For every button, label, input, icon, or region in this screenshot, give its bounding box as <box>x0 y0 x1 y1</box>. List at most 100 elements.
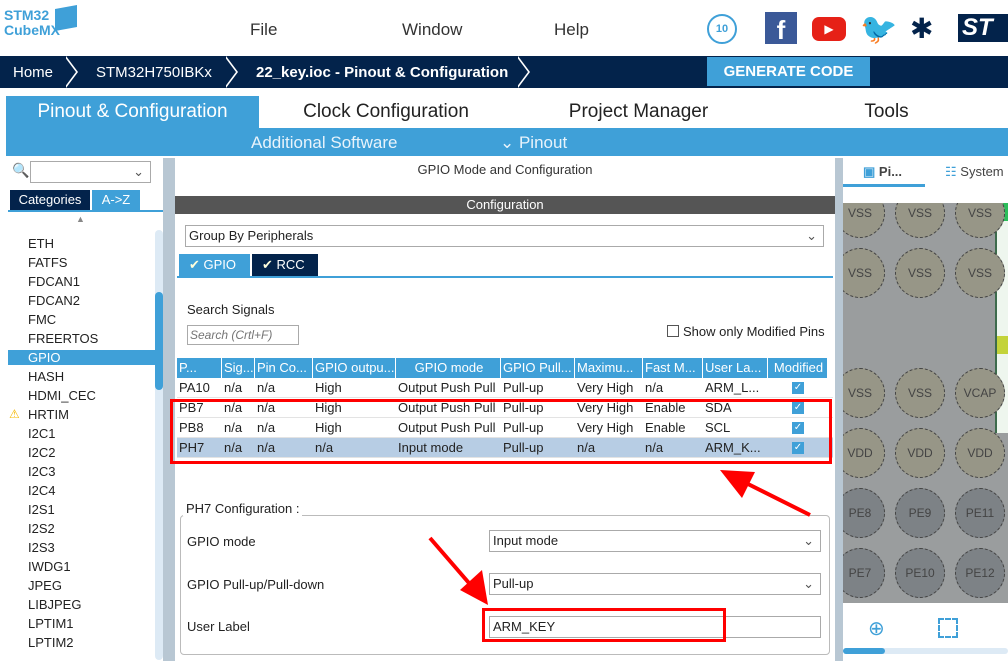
twitter-icon[interactable]: 🐦 <box>860 13 898 46</box>
modified-checkbox[interactable]: ✓ <box>792 382 804 394</box>
column-header[interactable]: User La... <box>703 358 768 378</box>
category-item[interactable]: FREERTOS <box>28 331 99 346</box>
search-signals-input[interactable] <box>187 325 299 345</box>
category-item[interactable]: I2S2 <box>28 521 55 536</box>
panel-splitter[interactable] <box>835 158 843 661</box>
pin[interactable]: PE12 <box>955 548 1005 598</box>
horizontal-scrollbar[interactable] <box>843 648 1008 654</box>
category-item[interactable]: I2C4 <box>28 483 56 498</box>
tab-pinout-configuration[interactable]: Pinout & Configuration <box>6 96 260 128</box>
modified-checkbox[interactable]: ✓ <box>792 402 804 414</box>
tab-pinout[interactable]: ⌄ Pinout <box>500 133 568 152</box>
breadcrumb-project[interactable]: 22_key.ioc - Pinout & Configuration <box>256 64 509 81</box>
pin[interactable]: VSS <box>843 248 885 298</box>
table-row[interactable]: PB8 n/a n/a High Output Push Pull Pull-up Very… <box>177 418 833 438</box>
pin[interactable]: VCAP <box>955 368 1005 418</box>
zoom-in-icon[interactable]: ⊕ <box>868 618 885 640</box>
gpio-pull-select[interactable]: Pull-up ⌄ <box>489 573 821 595</box>
column-header[interactable]: Sig... <box>222 358 255 378</box>
pin[interactable]: PE11 <box>955 488 1005 538</box>
tab-a-z[interactable]: A->Z <box>92 190 140 210</box>
category-item[interactable]: HASH <box>28 369 65 384</box>
chip-view[interactable]: VSS VSS VSS VSS VSS VSS VSS VSS VCAP VDD VDD VDD PE8… <box>843 203 1008 603</box>
category-item[interactable]: I2S3 <box>28 540 55 555</box>
category-item[interactable]: I2C2 <box>28 445 56 460</box>
table-row[interactable]: PA10 n/a n/a High Output Push Pull Pull-up Ver… <box>177 378 833 398</box>
modified-checkbox[interactable]: ✓ <box>792 442 804 454</box>
table-row[interactable]: PB7 n/a n/a High Output Push Pull Pull-up Very… <box>177 398 833 418</box>
category-item[interactable]: LPTIM1 <box>28 616 74 631</box>
pin[interactable]: VSS <box>843 203 885 238</box>
category-item[interactable]: HRTIM <box>28 407 69 422</box>
category-item[interactable]: LPTIM2 <box>28 635 74 650</box>
pin[interactable]: PE7 <box>843 548 885 598</box>
category-search-input[interactable]: ⌄ <box>30 161 151 183</box>
category-item[interactable]: FATFS <box>28 255 68 270</box>
pin[interactable]: VSS <box>895 248 945 298</box>
scroll-up-icon[interactable]: ▲ <box>76 214 85 224</box>
pin[interactable]: VSS <box>955 248 1005 298</box>
category-item[interactable]: I2C3 <box>28 464 56 479</box>
gpio-mode-select[interactable]: Input mode ⌄ <box>489 530 821 552</box>
category-item[interactable]: GPIO <box>8 350 155 365</box>
network-icon[interactable]: ✱ <box>910 13 934 44</box>
show-modified-checkbox[interactable] <box>667 325 679 337</box>
menu-file[interactable]: File <box>250 20 278 39</box>
pin[interactable]: VSS <box>843 368 885 418</box>
tab-rcc[interactable]: ✔ RCC <box>252 254 318 276</box>
category-scrollbar[interactable] <box>155 230 163 660</box>
category-item[interactable]: FMC <box>28 312 57 327</box>
tab-system-view[interactable]: ☷ System <box>945 164 1004 179</box>
pin[interactable]: VSS <box>895 368 945 418</box>
tab-clock-configuration[interactable]: Clock Configuration <box>260 96 513 128</box>
modified-checkbox[interactable]: ✓ <box>792 422 804 434</box>
pin[interactable]: PE9 <box>895 488 945 538</box>
column-header[interactable]: GPIO Pull... <box>501 358 575 378</box>
column-header[interactable]: GPIO mode <box>396 358 501 378</box>
category-item[interactable]: ETH <box>28 236 54 251</box>
tab-gpio[interactable]: ✔ GPIO <box>179 254 250 276</box>
tab-pinout-view[interactable]: ▣ Pi... <box>863 164 903 179</box>
st-logo[interactable]: ST <box>958 14 1008 42</box>
pin[interactable]: VSS <box>895 203 945 238</box>
table-row[interactable]: PH7 n/a n/a n/a Input mode Pull-up n/a n/a ARM_K… <box>177 438 833 458</box>
table-cell: n/a <box>257 380 276 395</box>
breadcrumb-home[interactable]: Home <box>13 64 54 81</box>
search-icon[interactable]: 🔍 <box>12 162 30 178</box>
category-item[interactable]: JPEG <box>28 578 62 593</box>
category-item[interactable]: LIBJPEG <box>28 597 82 612</box>
tab-additional-software[interactable]: Additional Software <box>251 133 398 152</box>
column-header[interactable]: Pin Co... <box>255 358 313 378</box>
tab-categories[interactable]: Categories <box>10 190 90 210</box>
anniversary-badge-icon[interactable]: 10 <box>707 14 737 44</box>
pin[interactable]: PE8 <box>843 488 885 538</box>
pin[interactable]: VDD <box>843 428 885 478</box>
tab-tools[interactable]: Tools <box>765 96 1008 128</box>
category-item[interactable]: IWDG1 <box>28 559 71 574</box>
menu-help[interactable]: Help <box>554 20 589 39</box>
category-item[interactable]: I2S1 <box>28 502 55 517</box>
column-header[interactable]: GPIO outpu... <box>313 358 396 378</box>
facebook-icon[interactable]: f <box>765 12 797 45</box>
pin[interactable]: VDD <box>955 428 1005 478</box>
breadcrumb-mcu[interactable]: STM32H750IBKx <box>96 64 212 81</box>
menu-window[interactable]: Window <box>402 20 463 39</box>
pin[interactable]: VSS <box>955 203 1005 238</box>
generate-code-button[interactable]: GENERATE CODE <box>707 57 870 86</box>
youtube-icon[interactable]: ▶ <box>812 17 846 41</box>
column-header[interactable]: P... <box>177 358 222 378</box>
category-item[interactable]: I2C1 <box>28 426 56 441</box>
category-item[interactable]: FDCAN2 <box>28 293 81 308</box>
column-header[interactable]: Maximu... <box>575 358 643 378</box>
column-header[interactable]: Modified <box>768 358 828 378</box>
category-item[interactable]: FDCAN1 <box>28 274 81 289</box>
fit-screen-icon[interactable] <box>938 618 958 638</box>
category-item[interactable]: HDMI_CEC <box>28 388 96 403</box>
panel-splitter[interactable] <box>163 158 175 661</box>
group-by-select[interactable]: Group By Peripherals ⌄ <box>185 225 824 247</box>
tab-project-manager[interactable]: Project Manager <box>513 96 765 128</box>
pin[interactable]: PE10 <box>895 548 945 598</box>
user-label-input[interactable]: ARM_KEY <box>489 616 821 638</box>
column-header[interactable]: Fast M... <box>643 358 703 378</box>
pin[interactable]: VDD <box>895 428 945 478</box>
